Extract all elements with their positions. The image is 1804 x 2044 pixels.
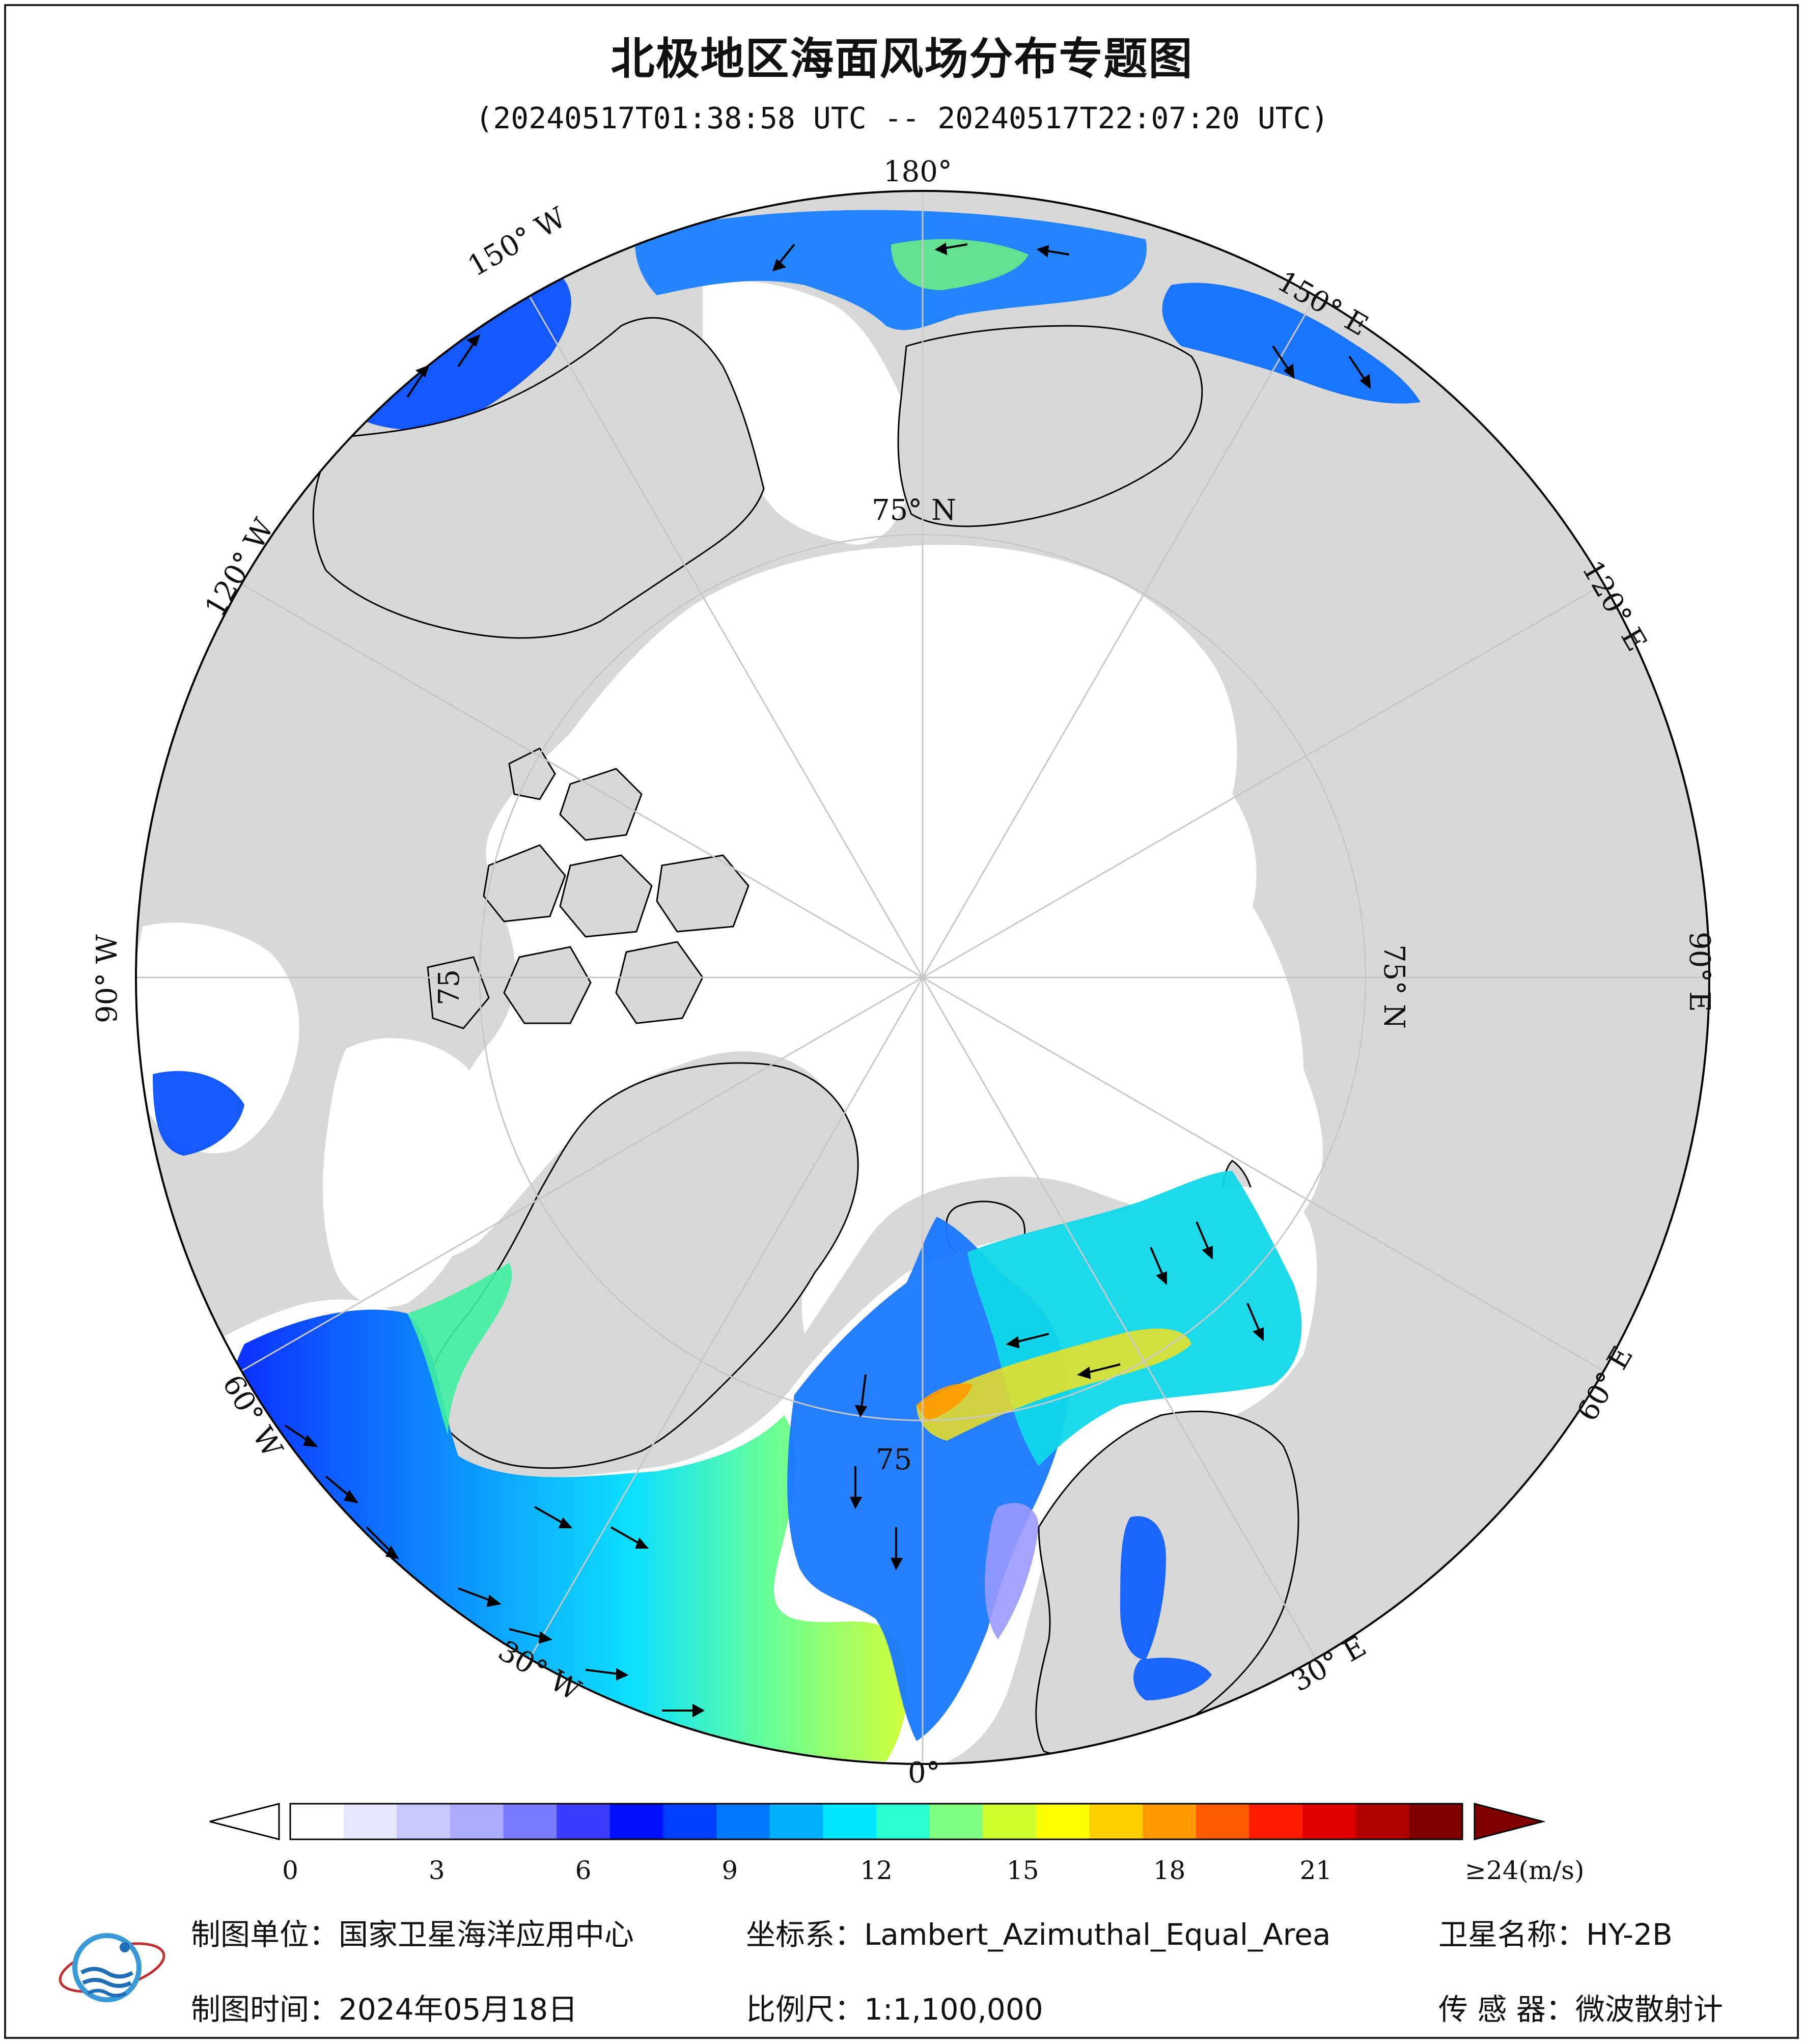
colorbar-cell — [823, 1804, 877, 1839]
colorbar-cell — [557, 1804, 610, 1839]
colorbar-cell — [663, 1804, 717, 1839]
chukotka — [897, 325, 1203, 527]
colorbar-cell — [1089, 1804, 1144, 1839]
wind-arrow — [1348, 355, 1371, 389]
colorbar-tick-label: 0 — [282, 1856, 298, 1885]
wind-arrow — [1246, 1303, 1264, 1341]
wind-swath-atlantic — [226, 1309, 907, 1761]
colorbar-cell — [769, 1804, 824, 1839]
wind-arrow — [284, 1424, 318, 1447]
colorbar-tick-label: 3 — [428, 1856, 445, 1885]
date-label: 制图时间：2024年05月18日 — [191, 1992, 578, 2027]
wind-arrow — [1196, 1221, 1213, 1260]
wind-swath-okhotsk — [1162, 283, 1421, 404]
lat-label-75n-top: 75° N — [872, 494, 957, 527]
colorbar-cell — [929, 1804, 984, 1839]
wind-swath-alaska — [356, 275, 571, 430]
wind-bering-green — [891, 239, 1029, 290]
wind-arrow — [585, 1668, 629, 1681]
lon-label-90w: 90° W — [91, 934, 124, 1023]
satellite-label: 卫星名称：HY-2B — [1438, 1917, 1673, 1952]
wind-arrow — [890, 1527, 903, 1571]
colorbar-cells — [290, 1804, 1463, 1839]
sensor-label: 传 感 器：微波散射计 — [1438, 1992, 1723, 2027]
lon-label-0: 0° — [908, 1756, 940, 1789]
map-disc — [136, 191, 1709, 1764]
wind-arrow — [1272, 345, 1295, 379]
colorbar-cell — [503, 1804, 558, 1839]
map-boundary-circle — [135, 190, 1710, 1765]
time-range-subtitle: (20240517T01:38:58 UTC -- 20240517T22:07… — [475, 101, 1329, 135]
wind-high-streak — [917, 1328, 1191, 1441]
wind-orange-core — [917, 1383, 973, 1420]
map-title: 北极地区海面风场分布专题图 — [610, 34, 1194, 85]
colorbar-tick-label: 6 — [575, 1856, 592, 1885]
canadian-archipelago — [427, 747, 750, 1029]
colorbar-cell — [1302, 1804, 1356, 1839]
lon-label-180: 180° — [883, 155, 952, 188]
colorbar-tick-label: 15 — [1006, 1856, 1039, 1885]
colorbar-cell — [716, 1804, 770, 1839]
colorbar-cell — [609, 1804, 664, 1839]
lat-label-75-bottom: 75 — [876, 1443, 912, 1476]
wind-swath-denmark-strait — [407, 1263, 512, 1436]
org-label: 制图单位：国家卫星海洋应用中心 — [191, 1917, 634, 1952]
colorbar-unit-label: ≥24(m/s) — [1465, 1856, 1585, 1885]
colorbar-cell — [450, 1804, 504, 1839]
baffin-bay — [323, 1038, 485, 1307]
wind-arrow — [325, 1475, 359, 1503]
scale-label: 比例尺：1:1,100,000 — [746, 1992, 1043, 2027]
arctic-ocean — [376, 545, 1323, 1334]
wind-arrow — [610, 1526, 649, 1549]
colorbar-cell — [876, 1804, 930, 1839]
wind-arrow — [854, 1374, 868, 1418]
colorbar-cell — [983, 1804, 1037, 1839]
colorbar-min-arrow — [209, 1803, 280, 1840]
baltic-sea — [1120, 1516, 1166, 1660]
colorbar-cell — [1196, 1804, 1250, 1839]
colorbar-cell — [1143, 1804, 1197, 1839]
colorbar-cell — [1036, 1804, 1090, 1839]
wind-arrow — [509, 1628, 552, 1644]
map-frame — [4, 4, 1799, 2039]
wind-arrow — [534, 1506, 573, 1528]
colorbar-cell — [290, 1804, 344, 1839]
colorbar — [209, 1803, 1546, 1840]
wind-arrow — [1006, 1333, 1049, 1349]
wind-vectors — [284, 242, 1371, 1718]
wind-arrow — [457, 334, 481, 368]
colorbar-cell — [343, 1804, 398, 1839]
colorbar-outline — [289, 1803, 1463, 1840]
wind-low-norway — [985, 1503, 1039, 1639]
wind-arrow — [849, 1466, 863, 1509]
wind-arrow — [1077, 1363, 1121, 1379]
colorbar-cell — [1409, 1804, 1463, 1839]
wind-arrow — [1036, 245, 1070, 258]
crs-label: 坐标系：Lambert_Azimuthal_Equal_Area — [746, 1917, 1331, 1952]
colorbar-max-arrow — [1474, 1803, 1546, 1840]
wind-swath-labrador — [153, 1071, 244, 1156]
wind-arrow — [772, 243, 795, 272]
colorbar-tick-label: 9 — [721, 1856, 738, 1885]
lat-label-75n-right: 75° N — [1377, 944, 1410, 1029]
scandinavia — [1035, 1411, 1299, 1756]
nsoas-logo — [59, 1933, 165, 2002]
wind-swath-bering — [635, 210, 1147, 330]
alaska — [312, 317, 765, 639]
colorbar-tick-label: 18 — [1153, 1856, 1186, 1885]
baltic-south — [1133, 1658, 1212, 1700]
colorbar-tick-label: 12 — [860, 1856, 893, 1885]
colorbar-tick-label: 21 — [1299, 1856, 1333, 1885]
wind-arrow — [934, 242, 968, 256]
colorbar-cell — [1249, 1804, 1303, 1839]
wind-arrow — [458, 1587, 502, 1607]
lon-label-90e: 90° E — [1683, 932, 1716, 1012]
graticule — [136, 191, 1709, 1764]
colorbar-cell — [1355, 1804, 1410, 1839]
wind-arrow — [1150, 1247, 1167, 1285]
lat-label-75-left: 75 — [433, 969, 466, 1005]
colorbar-cell — [397, 1804, 451, 1839]
wind-arrow — [662, 1703, 705, 1718]
